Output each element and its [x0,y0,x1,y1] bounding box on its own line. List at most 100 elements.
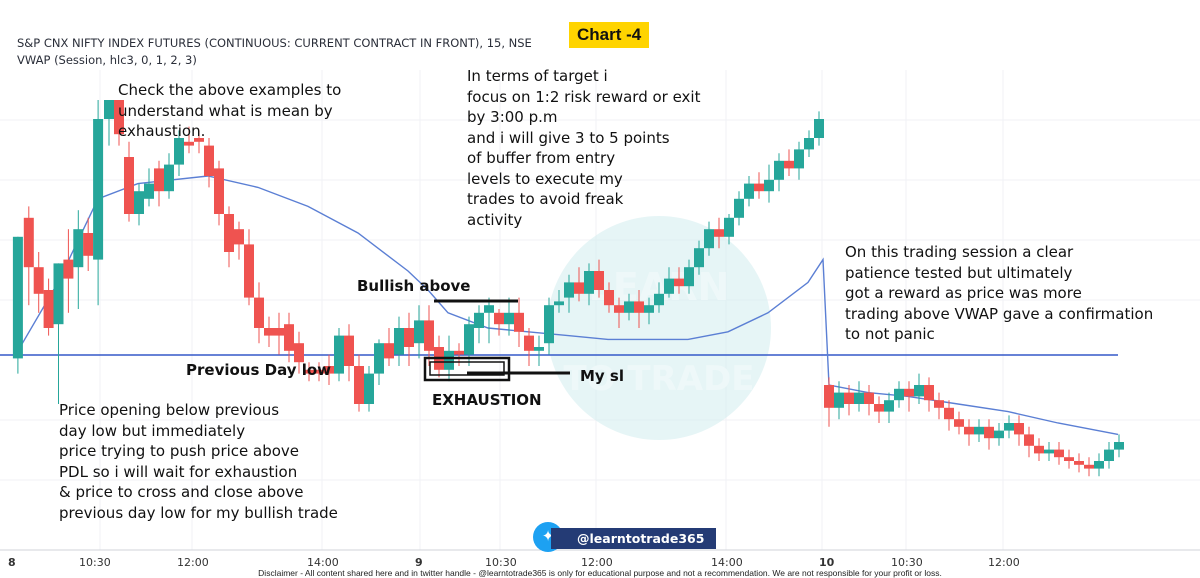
candle-body [274,328,284,336]
x-axis-tick-label: 9 [415,556,423,569]
candle-body [63,259,74,279]
candle-body [33,267,44,294]
twitter-handle[interactable]: @learntotrade365 [551,528,717,549]
candle-body [504,312,514,325]
note-line: to not panic [845,325,935,343]
x-axis-tick-label: 12:00 [581,556,613,569]
candle-body [1114,442,1124,450]
candle-body [194,138,204,142]
candle-body [994,430,1004,439]
x-axis-tick-label: 14:00 [307,556,339,569]
candle-body [964,426,974,435]
note-line: On this trading session a clear [845,243,1074,261]
candle-body [464,324,474,355]
candle-body [1044,449,1054,454]
candle-body [524,335,534,351]
candle-body [394,328,404,355]
candle-body [314,369,324,374]
opening-note: Price opening below previous day low but… [59,400,338,523]
candle-body [1104,449,1114,461]
note-line: by 3:00 p.m [467,108,558,126]
bullish-above-label: Bullish above [357,277,471,295]
candle-body [344,335,354,366]
candle-body [23,217,34,268]
candle-body [664,278,674,294]
exhaustion-box-outer [423,356,511,382]
note-line: trading above VWAP gave a confirmation [845,304,1154,323]
note-line: understand what is mean by [118,101,333,120]
candle-body [134,191,144,214]
candle-body [564,282,574,298]
candle-body [614,305,624,313]
x-axis-tick-label: 10:30 [79,556,111,569]
candle-body [83,233,94,256]
candle-body [514,312,524,332]
candle-body [684,267,694,287]
candle-body [544,305,554,344]
x-axis-tick-label: 12:00 [988,556,1020,569]
candle-body [854,392,864,404]
candle-body [714,229,724,237]
note-line: & price to cross and close above [59,483,304,501]
x-axis-tick-label: 10:30 [485,556,517,569]
candle-body [164,164,174,192]
note-line: focus on 1:2 risk reward or exit [467,87,701,106]
candle-body [574,282,584,294]
session-note: On this trading session a clear patience… [845,242,1153,345]
candle-body [304,369,314,374]
candle-body [104,100,114,119]
candle-body [774,160,784,180]
candle-body [754,183,764,192]
candle-body [284,324,294,351]
candle-body [93,119,104,260]
candle-body [354,366,364,404]
vwap-indicator-legend: VWAP (Session, hlc3, 0, 1, 2, 3) [17,53,197,67]
candle-body [634,301,644,313]
candle-body [764,179,774,192]
note-line: day low but immediately [59,421,246,440]
candle-body [884,400,894,412]
candle-body [1034,445,1044,454]
candle-body [494,312,504,325]
x-axis-tick-label: 12:00 [177,556,209,569]
candle-body [824,385,834,408]
candle-body [144,183,154,199]
candle-body [414,320,424,344]
candle-body [214,168,224,214]
candle-body [404,328,414,347]
note-line: patience tested but ultimately [845,263,1073,282]
candle-body [474,312,484,328]
note-line: trades to avoid freak [467,190,624,208]
previous-day-low-label: Previous Day low [186,361,332,379]
note-line: In terms of target i [467,67,608,85]
candle-body [914,385,924,397]
exhaustion-intro-note: Check the above examples to understand w… [118,80,341,142]
candle-body [1084,464,1094,469]
x-axis-tick-label: 10 [819,556,835,569]
candle-body [294,343,304,363]
candle-body [784,160,794,169]
note-line: price trying to push price above [59,442,300,460]
candle-body [654,293,664,306]
candle-body [984,426,994,439]
candle-body [234,229,244,245]
candle-body [124,157,134,214]
candle-body [584,271,594,294]
candle-body [424,320,434,351]
candle-body [1064,457,1074,461]
candle-body [384,343,394,359]
candle-body [1054,449,1064,458]
candle-body [724,217,734,237]
candle-body [834,392,844,408]
candle-body [924,385,934,401]
candle-body [794,149,804,169]
candle-body [224,214,234,252]
watermark-line2: TO TRADE [563,359,754,399]
candle-body [254,297,264,328]
candle-body [1094,461,1104,469]
note-line: previous day low for my bullish trade [59,503,338,522]
note-line: got a reward as price was more [845,284,1082,302]
candle-body [804,138,814,150]
candle-body [734,198,744,218]
